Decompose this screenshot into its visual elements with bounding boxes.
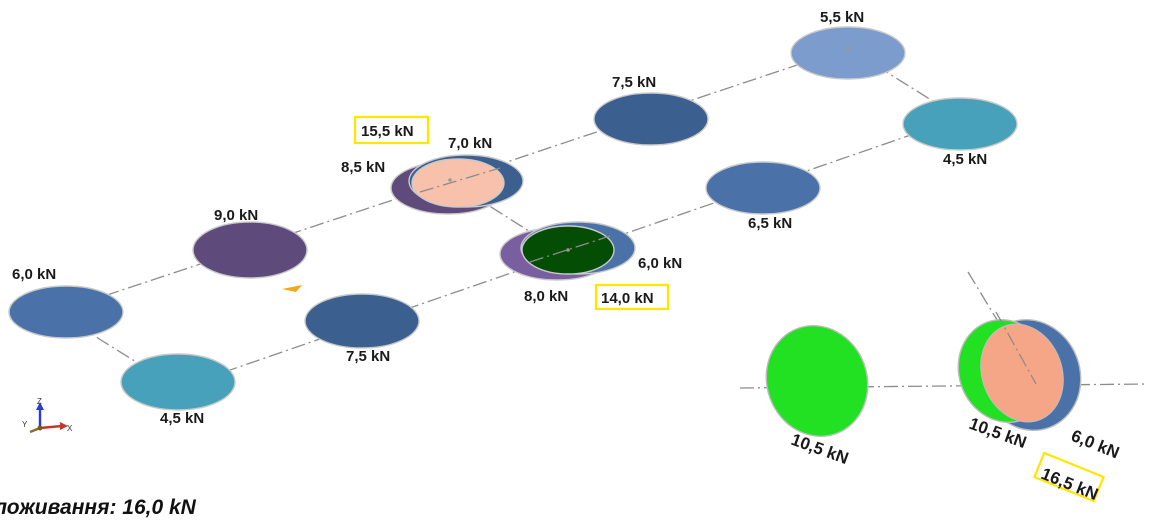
axis-triad: Z X Y — [22, 397, 73, 434]
load-label-c: 9,0 kN — [214, 207, 258, 224]
load-ellipse-h[interactable] — [593, 92, 709, 146]
load-ellipse-m[interactable] — [790, 26, 906, 80]
load-label-g: 15,5 kN — [361, 123, 414, 140]
load-label-d: 7,5 kN — [346, 348, 390, 365]
centre-marker — [846, 46, 850, 50]
load-ellipse-d[interactable] — [304, 293, 420, 349]
load-label-a: 6,0 kN — [12, 266, 56, 283]
load-ellipse-b[interactable] — [120, 353, 236, 411]
detail-ellipse-sum[interactable] — [967, 312, 1076, 433]
centre-marker — [448, 178, 452, 182]
orange-marker — [282, 285, 302, 292]
load-ellipse-a[interactable] — [8, 285, 124, 339]
load-ellipse-c[interactable] — [192, 221, 308, 279]
outline-grid-line — [55, 47, 962, 389]
load-ellipse-g[interactable] — [411, 158, 505, 208]
highlight-box-g — [353, 115, 430, 145]
load-ellipse-l[interactable] — [705, 161, 821, 215]
detail-view: 10,5 kN 10,5 kN 6,0 kN 16,5 kN — [751, 311, 1123, 504]
load-label-m: 5,5 kN — [820, 9, 864, 26]
caption-text: ложивання: 16,0 kN — [0, 496, 196, 519]
load-label-n: 4,5 kN — [943, 151, 987, 168]
load-label-i: 8,0 kN — [524, 288, 568, 305]
detail-label-right-b: 6,0 kN — [1069, 426, 1123, 462]
centre-markers — [448, 46, 850, 252]
load-label-j: 6,0 kN — [638, 255, 682, 272]
load-label-f: 7,0 kN — [448, 135, 492, 152]
overlay-grid-line-2 — [529, 235, 611, 263]
load-label-b: 4,5 kN — [160, 410, 204, 427]
centre-marker — [566, 248, 570, 252]
load-label-h: 7,5 kN — [612, 74, 656, 91]
load-label-k: 14,0 kN — [601, 290, 654, 307]
y-axis-label: Y — [22, 420, 28, 429]
load-ellipse-n[interactable] — [902, 97, 1018, 151]
x-axis-arrow — [39, 424, 63, 430]
highlight-box-k — [594, 283, 670, 311]
load-label-l: 6,5 kN — [748, 215, 792, 232]
x-axis-label: X — [67, 424, 73, 433]
detail-overlay-line — [995, 311, 1037, 385]
highlight-box-total — [1033, 451, 1105, 503]
overlay-grid-line-1 — [419, 167, 501, 193]
load-label-e: 8,5 kN — [341, 159, 385, 176]
x-axis-head — [60, 422, 68, 430]
load-labels: 6,0 kN 4,5 kN 9,0 kN 7,5 kN 8,5 kN 7,0 k… — [12, 9, 987, 427]
z-axis-head — [36, 402, 44, 410]
z-axis-label: Z — [37, 397, 42, 406]
detail-ellipse-left[interactable] — [751, 311, 883, 450]
load-ellipses — [8, 26, 1018, 411]
triad-origin — [37, 425, 43, 431]
